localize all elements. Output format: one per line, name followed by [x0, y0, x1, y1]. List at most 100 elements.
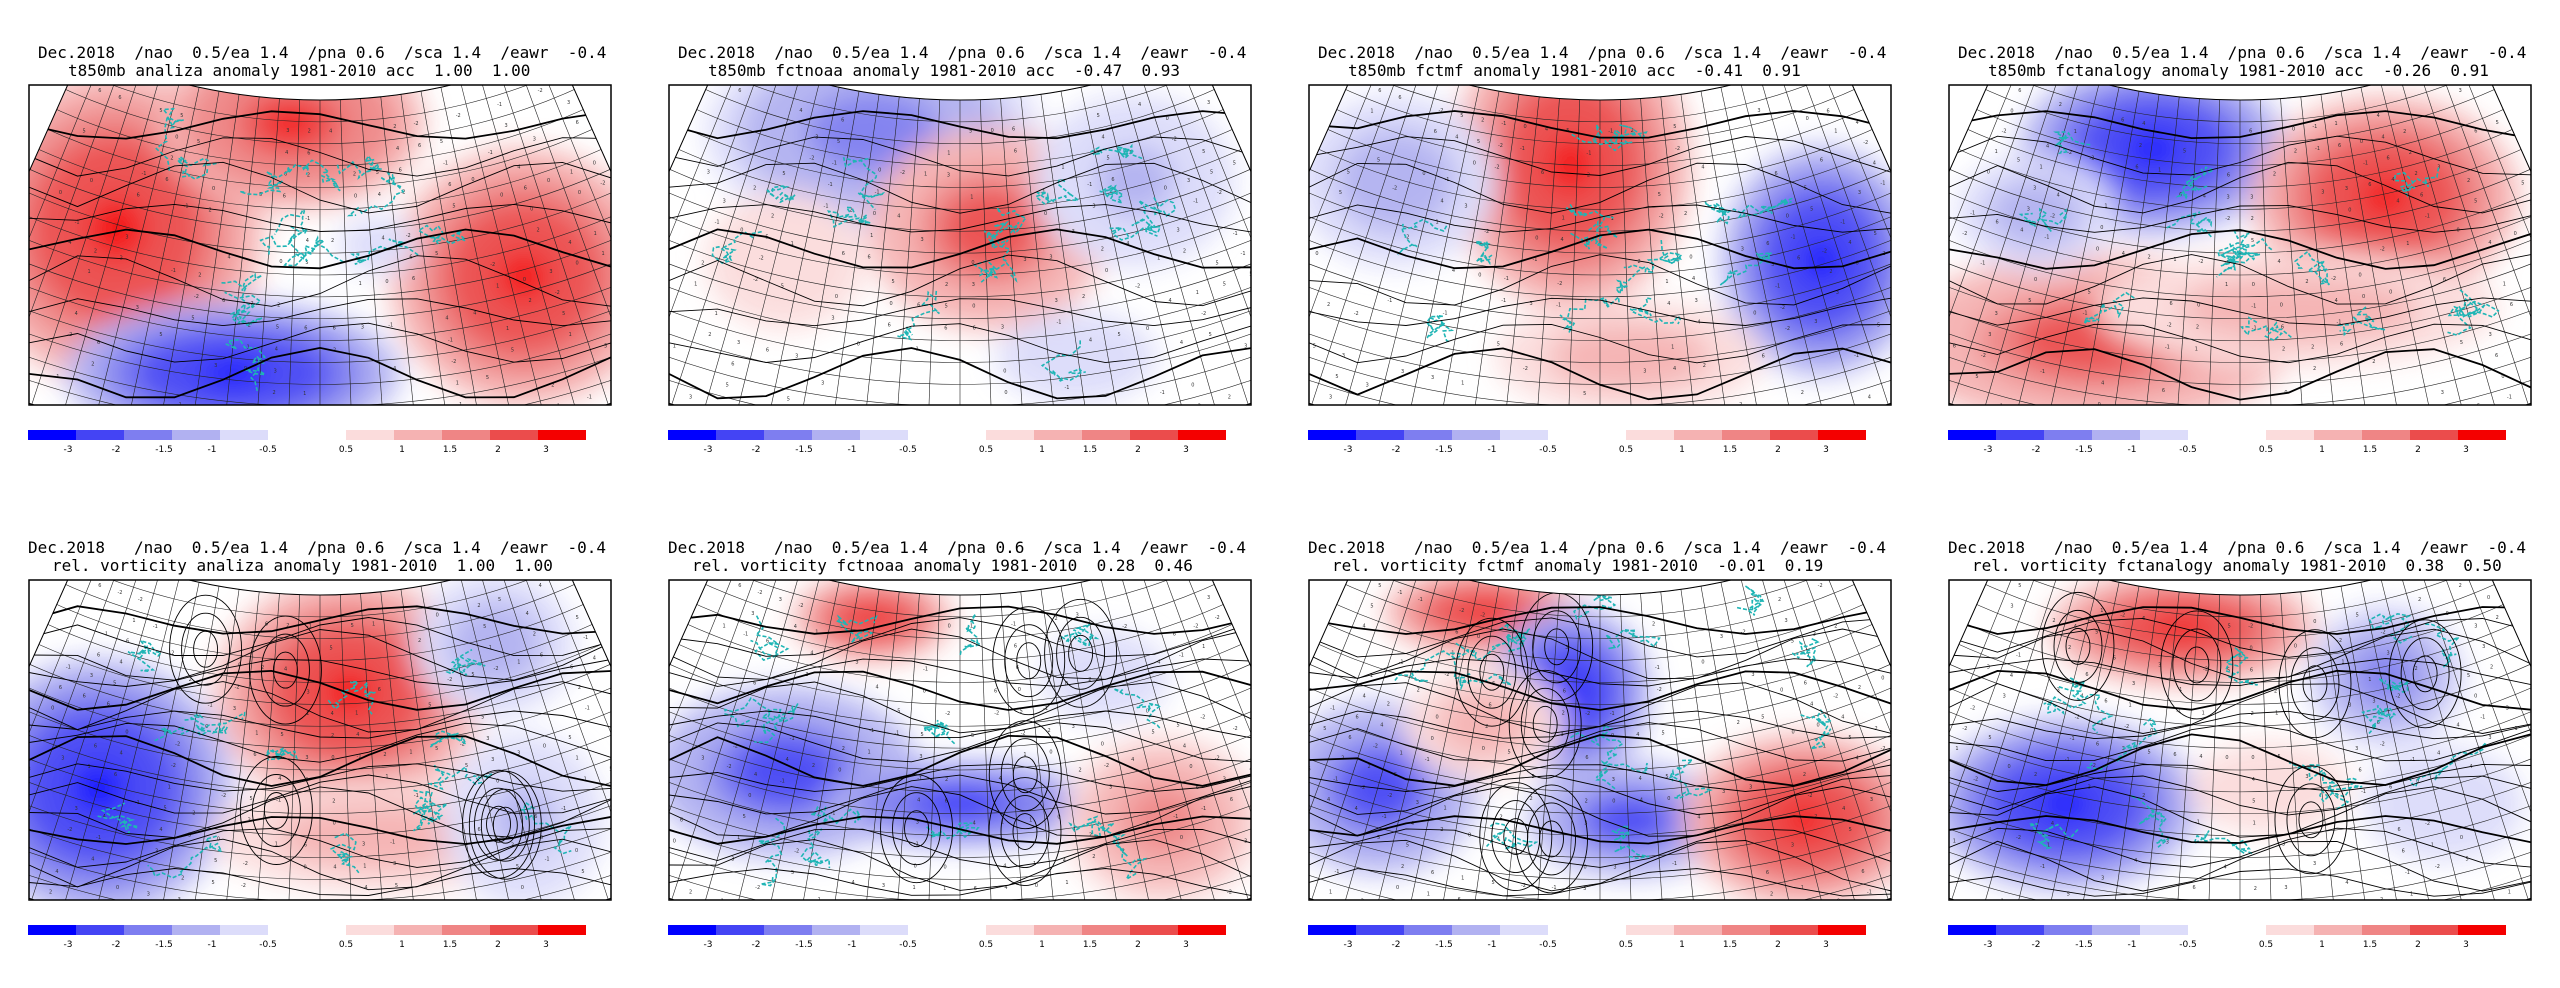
coastline [264, 746, 298, 761]
svg-text:4: 4 [568, 240, 571, 246]
colorbar-label: -2 [112, 445, 121, 455]
colorbar-label: 1 [399, 445, 405, 455]
map-frame [668, 84, 1252, 406]
svg-text:-2: -2 [451, 359, 456, 365]
svg-text:4: 4 [68, 240, 71, 246]
colorbar-swatch [2362, 430, 2410, 440]
svg-text:4: 4 [2252, 777, 2255, 783]
svg-text:-1: -1 [1443, 311, 1448, 317]
svg-text:4: 4 [851, 880, 854, 886]
svg-text:5: 5 [781, 284, 784, 290]
svg-text:1: 1 [306, 711, 309, 717]
coastline [412, 790, 448, 832]
svg-text:5: 5 [576, 615, 579, 621]
svg-text:5: 5 [1874, 231, 1877, 237]
svg-text:6: 6 [126, 639, 129, 645]
colorbar-swatch [1500, 925, 1548, 935]
svg-text:3: 3 [916, 820, 919, 826]
svg-text:5: 5 [1370, 603, 1373, 609]
svg-text:5: 5 [481, 715, 484, 721]
svg-text:-2: -2 [1585, 711, 1590, 717]
svg-text:-1: -1 [585, 705, 590, 711]
svg-text:0: 0 [1583, 864, 1586, 870]
svg-text:-1: -1 [917, 776, 922, 782]
colorbar-swatch [1356, 925, 1404, 935]
svg-text:2: 2 [1082, 294, 1085, 300]
svg-text:6: 6 [1348, 735, 1351, 741]
svg-text:-1: -1 [1904, 807, 1908, 813]
contour-ring [2400, 637, 2450, 711]
coastline [520, 801, 572, 855]
svg-text:-1: -1 [171, 268, 176, 274]
svg-text:3: 3 [1177, 227, 1180, 233]
svg-text:-1: -1 [1775, 284, 1780, 290]
contour-line [1949, 775, 2531, 816]
svg-text:6: 6 [1267, 736, 1268, 742]
svg-text:-1: -1 [2044, 235, 2049, 241]
svg-text:3: 3 [1187, 178, 1190, 184]
svg-text:3: 3 [2227, 194, 2230, 200]
colorbar-label: 2 [2415, 940, 2421, 950]
svg-text:-2: -2 [67, 827, 72, 833]
coastline [412, 789, 437, 825]
svg-text:-2: -2 [2089, 156, 2094, 162]
svg-text:4: 4 [91, 856, 94, 862]
svg-text:4: 4 [356, 732, 359, 738]
colorbar-label: 1 [2319, 445, 2325, 455]
svg-text:6: 6 [731, 361, 734, 367]
colorbar-swatch [1770, 430, 1818, 440]
svg-text:3: 3 [1092, 203, 1095, 209]
svg-text:2: 2 [1631, 128, 1634, 134]
svg-text:0: 0 [1035, 883, 1038, 889]
colorbar-label: -3 [64, 940, 73, 950]
svg-text:5: 5 [483, 624, 486, 630]
svg-text:4: 4 [285, 150, 288, 156]
svg-text:6: 6 [766, 639, 769, 645]
anomaly-area [344, 824, 412, 848]
svg-text:-1: -1 [828, 182, 833, 188]
svg-text:4: 4 [1842, 806, 1845, 812]
svg-text:1: 1 [1823, 743, 1826, 749]
coastline [2083, 291, 2135, 325]
coastline [301, 159, 341, 192]
colorbar-label: 2 [495, 445, 501, 455]
contour-line [29, 228, 611, 270]
svg-text:-2: -2 [2198, 259, 2203, 265]
svg-text:3: 3 [737, 340, 740, 346]
svg-text:1: 1 [355, 710, 358, 716]
svg-text:-2: -2 [194, 294, 199, 300]
colorbar-swatch [1178, 430, 1226, 440]
svg-text:3: 3 [1722, 789, 1725, 795]
coastline [174, 155, 220, 180]
svg-text:0: 0 [116, 885, 119, 891]
svg-text:6: 6 [766, 347, 769, 353]
map-frame [28, 84, 612, 406]
svg-text:-2: -2 [191, 811, 196, 817]
svg-text:5: 5 [2183, 148, 2186, 154]
svg-text:6: 6 [1766, 241, 1769, 247]
svg-text:6: 6 [2018, 88, 2021, 94]
coastline [1059, 623, 1100, 647]
svg-text:1: 1 [2410, 892, 2413, 898]
svg-text:5: 5 [452, 203, 455, 209]
coastline [1790, 637, 1820, 668]
contour-ring [1012, 756, 1038, 794]
svg-text:4: 4 [2377, 113, 2380, 119]
svg-text:2: 2 [91, 361, 94, 367]
svg-text:1: 1 [1469, 677, 1472, 683]
svg-text:0: 0 [1791, 730, 1794, 736]
svg-text:5: 5 [516, 864, 519, 870]
colorbar-swatch [860, 925, 908, 935]
coastline [2319, 777, 2363, 811]
svg-text:2: 2 [943, 908, 946, 914]
svg-text:5: 5 [625, 312, 628, 318]
svg-text:-1: -1 [153, 624, 158, 630]
svg-text:0: 0 [2160, 905, 2163, 911]
svg-text:4: 4 [917, 798, 920, 804]
svg-text:-2: -2 [2203, 667, 2208, 673]
svg-text:0: 0 [1004, 390, 1007, 396]
svg-text:2: 2 [1520, 905, 1523, 911]
svg-text:-1: -1 [2040, 864, 2045, 870]
colorbar-swatch [2314, 925, 2362, 935]
svg-text:4: 4 [2046, 144, 2049, 150]
